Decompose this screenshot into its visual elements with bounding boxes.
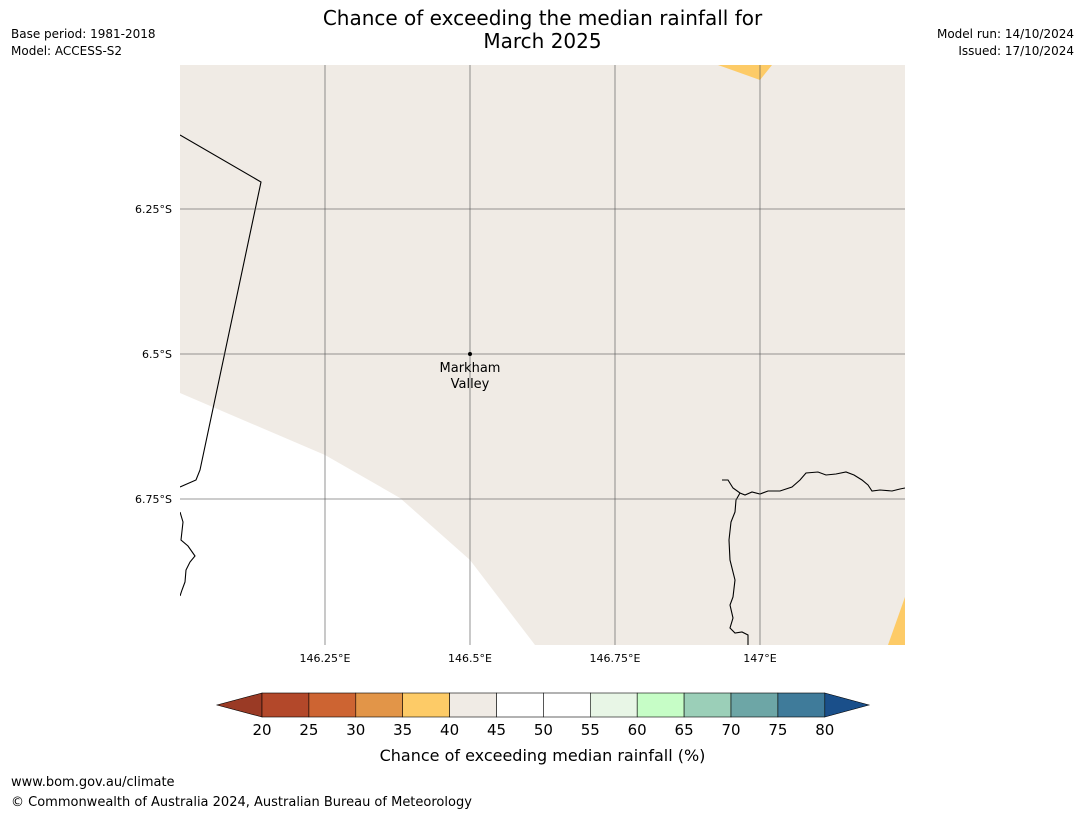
colorbar-tick-label: 35: [393, 721, 412, 739]
colorbar: 20 25 30 35 40 45 50 55 60 65 70 75 80: [215, 692, 871, 739]
colorbar-tick-label: 55: [581, 721, 600, 739]
place-label-line-2: Valley: [451, 377, 490, 392]
border-line: [180, 134, 262, 488]
west-coastline: [180, 511, 196, 597]
colorbar-segment: [308, 692, 357, 718]
colorbar-tick-label: 30: [346, 721, 365, 739]
colorbar-segment: [730, 692, 779, 718]
lon-tick-label: 146.75°E: [590, 652, 641, 665]
lat-tick-label: 6.5°S: [142, 348, 172, 361]
colorbar-tick-label: 40: [440, 721, 459, 739]
colorbar-segment: [683, 692, 732, 718]
colorbar-under-arrow: [215, 692, 263, 718]
lon-tick-label: 146.25°E: [300, 652, 351, 665]
colorbar-segment: [355, 692, 403, 718]
colorbar-over-arrow: [824, 692, 871, 718]
lon-tick-label: 146.5°E: [448, 652, 492, 665]
place-markham-valley: Markham Valley: [440, 352, 501, 392]
title-line-2: March 2025: [483, 29, 602, 53]
probability-region-40-45: [180, 65, 905, 645]
lat-tick-label: 6.25°S: [135, 203, 172, 216]
colorbar-segment: [589, 692, 638, 718]
colorbar-tick-label: 50: [534, 721, 553, 739]
footer-copyright: © Commonwealth of Australia 2024, Austra…: [11, 795, 472, 810]
axis-tick-labels: 146.25°E 146.5°E 146.75°E 147°E 6.25°S 6.5°S 6…: [135, 203, 777, 665]
colorbar-segment: [402, 692, 450, 718]
lat-tick-label: 6.75°S: [135, 493, 172, 506]
place-marker: [468, 352, 472, 356]
meta-left: Base period: 1981-2018 Model: ACCESS-S2: [11, 26, 156, 60]
colorbar-tick-label: 80: [815, 721, 834, 739]
colorbar-segment: [261, 692, 310, 718]
colorbar-segment: [496, 692, 544, 718]
probability-region-35-40-southeast: [888, 597, 905, 645]
footer-url[interactable]: www.bom.gov.au/climate: [11, 775, 175, 790]
lon-tick-label: 147°E: [743, 652, 776, 665]
issued-text: Issued: 17/10/2024: [958, 44, 1074, 58]
base-period-text: Base period: 1981-2018: [11, 27, 156, 41]
colorbar-tick-label: 70: [721, 721, 740, 739]
colorbar-tick-label: 45: [487, 721, 506, 739]
colorbar-segment: [543, 692, 591, 718]
title-line-1: Chance of exceeding the median rainfall …: [322, 6, 763, 30]
coastlines: [180, 134, 905, 645]
colorbar-segment: [449, 692, 497, 718]
colorbar-tick-label: 20: [252, 721, 271, 739]
colorbar-tick-label: 75: [768, 721, 787, 739]
model-text: Model: ACCESS-S2: [11, 44, 123, 58]
place-label-line-1: Markham: [440, 361, 501, 376]
colorbar-tick-label: 60: [628, 721, 647, 739]
probability-region-35-40-north: [718, 65, 772, 80]
gridlines: [180, 65, 905, 645]
river-coastline: [728, 492, 749, 645]
map-area: Markham Valley: [180, 65, 905, 645]
colorbar-title: Chance of exceeding median rainfall (%): [379, 746, 706, 765]
colorbar-tick-label: 25: [299, 721, 318, 739]
colorbar-segment: [777, 692, 826, 718]
east-coastline: [722, 471, 905, 496]
meta-right: Model run: 14/10/2024 Issued: 17/10/2024: [937, 26, 1074, 60]
map-title: Chance of exceeding the median rainfall …: [0, 7, 1085, 53]
colorbar-segment: [636, 692, 685, 718]
model-run-text: Model run: 14/10/2024: [936, 27, 1074, 41]
colorbar-tick-label: 65: [675, 721, 694, 739]
